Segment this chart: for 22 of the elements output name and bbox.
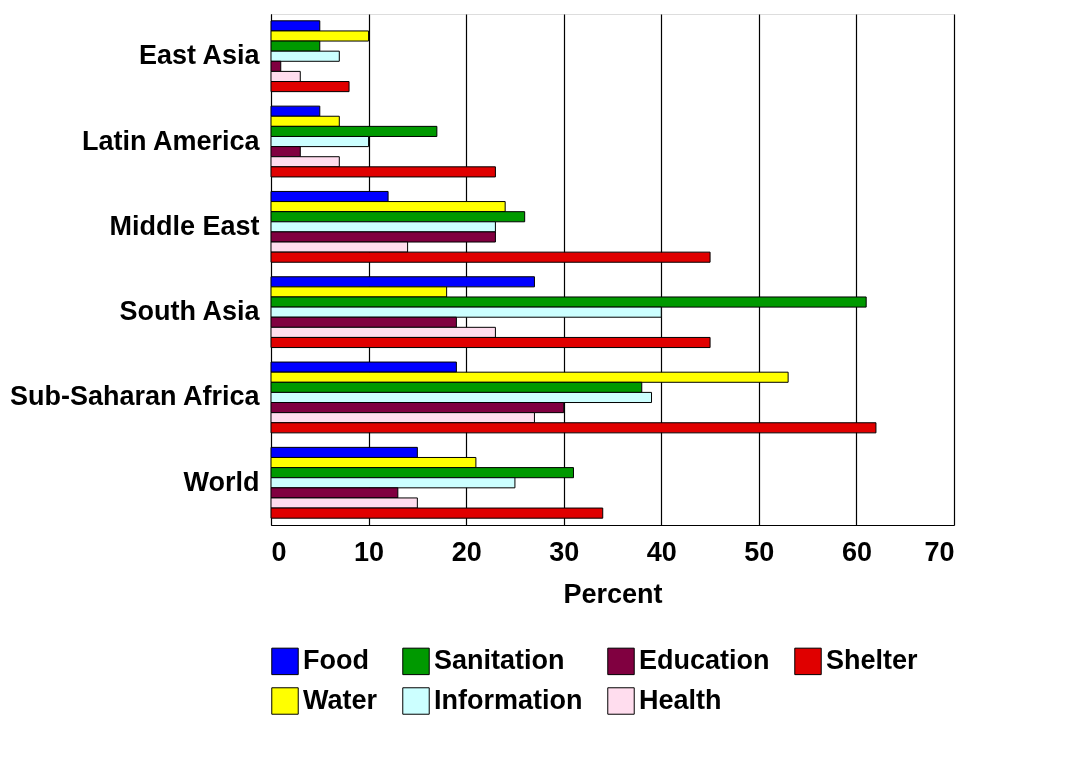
x-tick-label: 0 xyxy=(271,536,287,567)
y-tick-label: Middle East xyxy=(109,210,260,241)
x-tick-label: 60 xyxy=(841,536,872,567)
legend-label: Information xyxy=(434,685,583,715)
legend-label: Water xyxy=(303,685,378,715)
y-tick-label: World xyxy=(183,466,260,497)
legend-label: Sanitation xyxy=(434,645,565,676)
x-tick-label: 40 xyxy=(646,536,677,567)
legend-label: Food xyxy=(303,645,369,676)
y-tick-label: Sub-Saharan Africa xyxy=(9,381,261,412)
legend-label: Health xyxy=(639,685,722,715)
y-tick-label: South Asia xyxy=(119,296,261,327)
legend-label: Education xyxy=(639,645,770,676)
legend-label: Shelter xyxy=(826,645,919,676)
x-tick-label: 70 xyxy=(924,536,955,567)
x-tick-label: 30 xyxy=(549,536,580,567)
x-tick-label: 50 xyxy=(744,536,775,567)
y-tick-label: Latin America xyxy=(81,125,261,156)
x-axis-title: Percent xyxy=(563,578,663,609)
y-tick-label: East Asia xyxy=(138,40,261,71)
x-tick-label: 10 xyxy=(354,536,385,567)
x-tick-label: 20 xyxy=(451,536,482,567)
